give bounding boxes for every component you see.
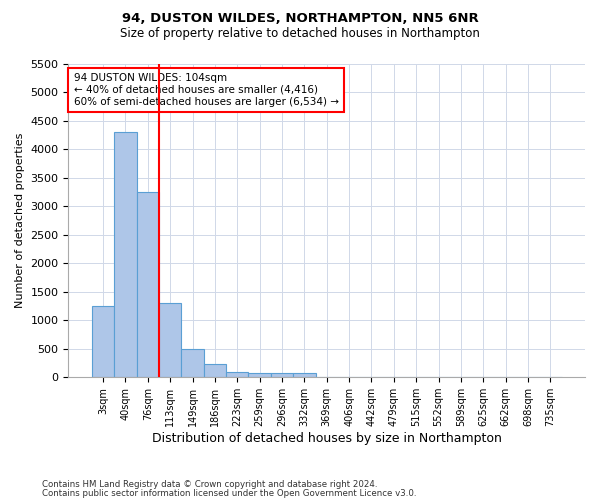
Bar bbox=[114, 132, 137, 377]
Bar bbox=[248, 373, 271, 377]
Bar bbox=[293, 373, 316, 377]
Text: Contains public sector information licensed under the Open Government Licence v3: Contains public sector information licen… bbox=[42, 489, 416, 498]
Bar bbox=[271, 373, 293, 377]
Y-axis label: Number of detached properties: Number of detached properties bbox=[15, 133, 25, 308]
Text: Contains HM Land Registry data © Crown copyright and database right 2024.: Contains HM Land Registry data © Crown c… bbox=[42, 480, 377, 489]
Bar bbox=[226, 372, 248, 377]
Text: 94, DUSTON WILDES, NORTHAMPTON, NN5 6NR: 94, DUSTON WILDES, NORTHAMPTON, NN5 6NR bbox=[122, 12, 478, 26]
X-axis label: Distribution of detached houses by size in Northampton: Distribution of detached houses by size … bbox=[152, 432, 502, 445]
Bar bbox=[159, 303, 181, 377]
Text: Size of property relative to detached houses in Northampton: Size of property relative to detached ho… bbox=[120, 28, 480, 40]
Bar bbox=[137, 192, 159, 377]
Bar bbox=[92, 306, 114, 377]
Bar bbox=[204, 364, 226, 377]
Text: 94 DUSTON WILDES: 104sqm
← 40% of detached houses are smaller (4,416)
60% of sem: 94 DUSTON WILDES: 104sqm ← 40% of detach… bbox=[74, 74, 338, 106]
Bar bbox=[181, 348, 204, 377]
